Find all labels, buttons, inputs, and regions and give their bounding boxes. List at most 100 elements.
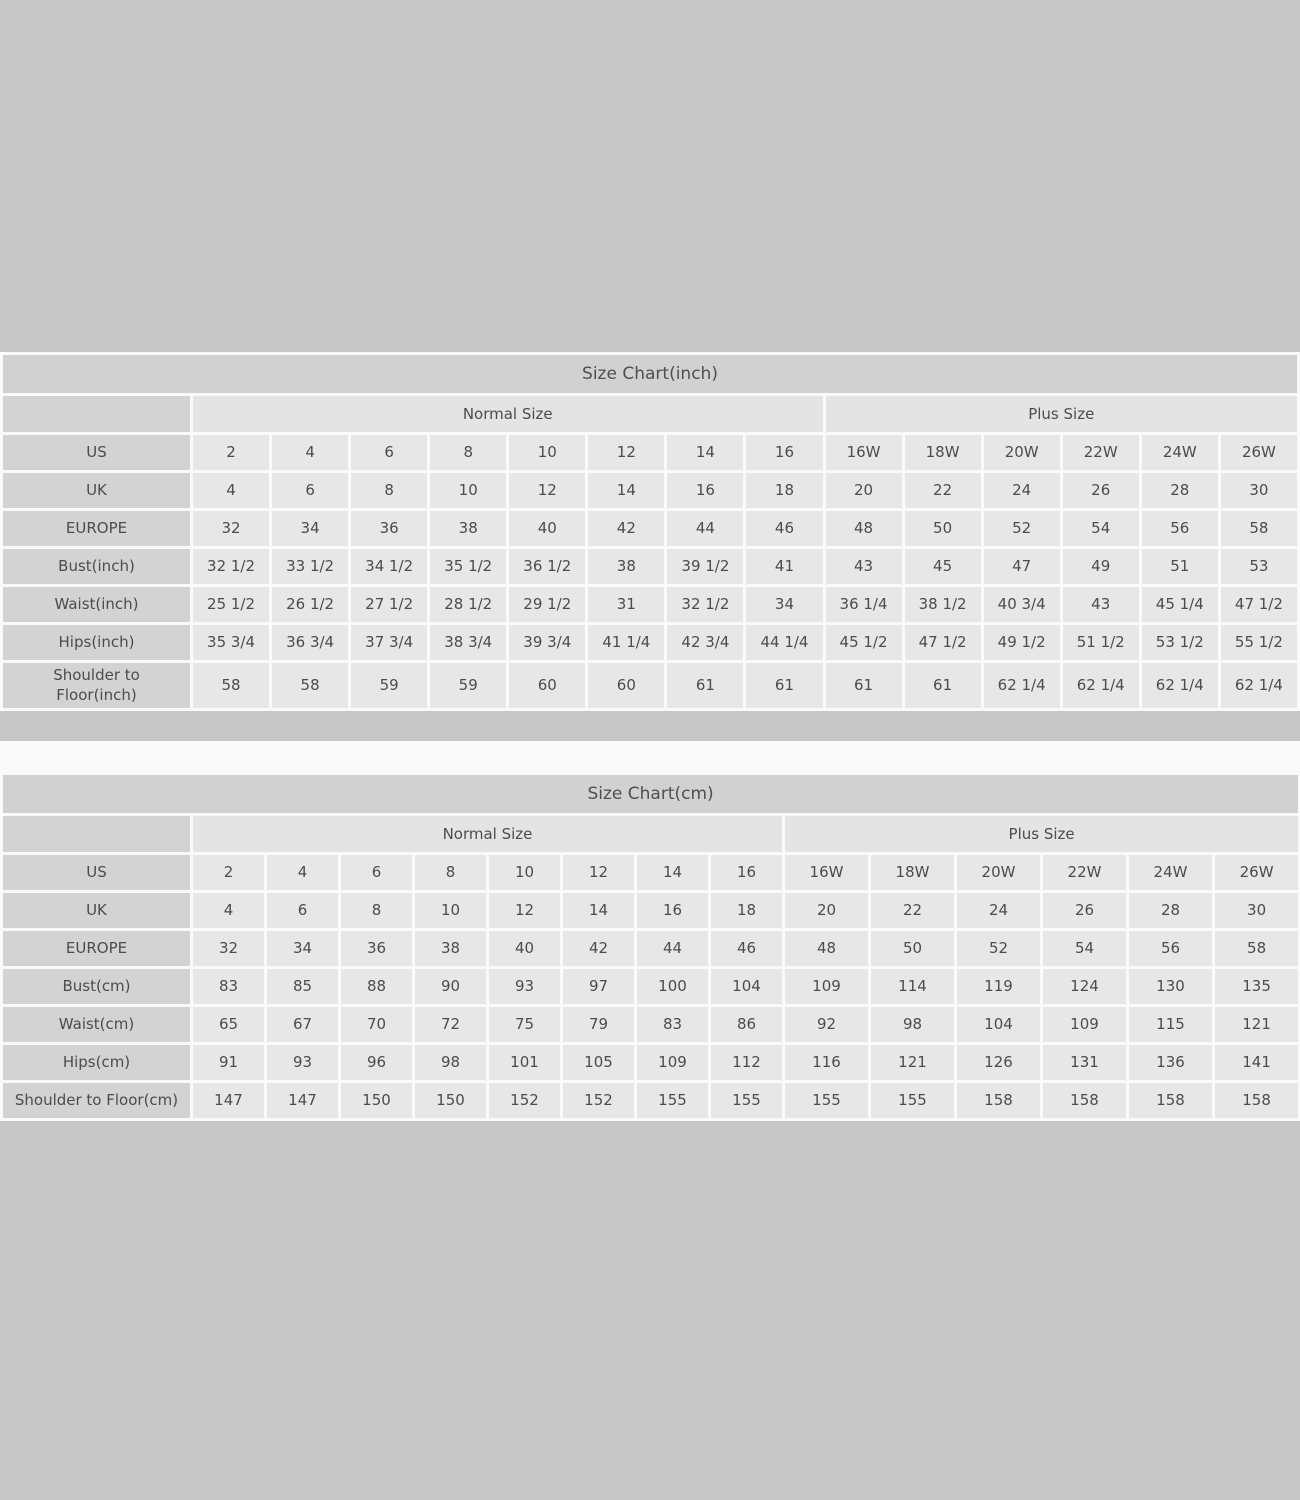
size-value-cell: 38 1/2 xyxy=(901,584,984,625)
size-value-cell: 36 3/4 xyxy=(269,622,352,663)
size-chart-cm-table: Size Chart(cm) Normal Size Plus Size US 2… xyxy=(0,772,1300,1121)
table-row: Bust(inch) 32 1/2 33 1/2 34 1/2 35 1/2 36 1/2… xyxy=(0,546,1300,587)
size-value-cell: 53 1/2 xyxy=(1138,622,1221,663)
size-value-cell: 20 xyxy=(782,890,871,931)
size-value-cell: 158 xyxy=(1211,1080,1300,1121)
size-value-cell: 16W xyxy=(782,852,871,893)
size-value-cell: 24 xyxy=(954,890,1043,931)
size-value-cell: 32 xyxy=(190,928,267,969)
size-value-cell: 55 1/2 xyxy=(1217,622,1300,663)
size-value-cell: 75 xyxy=(486,1004,563,1045)
size-value-cell: 14 xyxy=(560,890,637,931)
size-value-cell: 90 xyxy=(412,966,489,1007)
size-value-cell: 49 1/2 xyxy=(980,622,1063,663)
size-value-cell: 16 xyxy=(743,432,826,473)
row-label: UK xyxy=(0,470,193,511)
size-value-cell: 34 xyxy=(269,508,352,549)
size-value-cell: 61 xyxy=(822,660,905,711)
size-value-cell: 32 xyxy=(189,508,273,549)
row-label: Waist(cm) xyxy=(0,1004,193,1045)
size-value-cell: 72 xyxy=(412,1004,489,1045)
size-value-cell: 93 xyxy=(264,1042,341,1083)
size-value-cell: 44 xyxy=(664,508,747,549)
size-value-cell: 59 xyxy=(427,660,510,711)
size-value-cell: 62 1/4 xyxy=(1059,660,1142,711)
size-value-cell: 130 xyxy=(1126,966,1215,1007)
size-value-cell: 28 xyxy=(1138,470,1221,511)
size-value-cell: 52 xyxy=(980,508,1063,549)
size-value-cell: 27 1/2 xyxy=(348,584,431,625)
table-row: UK 4 6 8 10 12 14 16 18 20 22 24 26 28 30 xyxy=(0,890,1300,931)
size-value-cell: 36 xyxy=(338,928,415,969)
size-value-cell: 58 xyxy=(1211,928,1300,969)
corner-cell xyxy=(0,813,193,855)
table-row: Waist(inch) 25 1/2 26 1/2 27 1/2 28 1/2 29 1/… xyxy=(0,584,1300,625)
size-value-cell: 60 xyxy=(506,660,589,711)
size-value-cell: 22 xyxy=(868,890,957,931)
table-row: UK 4 6 8 10 12 14 16 18 20 22 24 26 28 30 xyxy=(0,470,1300,511)
size-value-cell: 58 xyxy=(1217,508,1300,549)
size-value-cell: 104 xyxy=(708,966,785,1007)
size-value-cell: 124 xyxy=(1040,966,1129,1007)
size-value-cell: 101 xyxy=(486,1042,563,1083)
size-value-cell: 61 xyxy=(664,660,747,711)
table-row: Shoulder to Floor(cm) 147 147 150 150 152 152 1… xyxy=(0,1080,1300,1121)
size-value-cell: 6 xyxy=(269,470,352,511)
size-value-cell: 58 xyxy=(189,660,273,711)
size-value-cell: 26 1/2 xyxy=(269,584,352,625)
size-value-cell: 150 xyxy=(412,1080,489,1121)
size-value-cell: 98 xyxy=(868,1004,957,1045)
size-value-cell: 50 xyxy=(868,928,957,969)
size-value-cell: 109 xyxy=(1040,1004,1129,1045)
size-value-cell: 114 xyxy=(868,966,957,1007)
row-label: US xyxy=(0,852,193,893)
table-row: EUROPE 32 34 36 38 40 42 44 46 48 50 52 54 56 58 xyxy=(0,508,1300,549)
size-value-cell: 6 xyxy=(348,432,431,473)
size-value-cell: 51 xyxy=(1138,546,1221,587)
table-row: EUROPE 32 34 36 38 40 42 44 46 48 50 52 54 56 58 xyxy=(0,928,1300,969)
size-value-cell: 48 xyxy=(782,928,871,969)
size-value-cell: 33 1/2 xyxy=(269,546,352,587)
size-value-cell: 126 xyxy=(954,1042,1043,1083)
row-label: US xyxy=(0,432,193,473)
size-value-cell: 8 xyxy=(427,432,510,473)
size-value-cell: 22 xyxy=(901,470,984,511)
size-value-cell: 40 xyxy=(506,508,589,549)
title-row: Size Chart(cm) xyxy=(0,772,1300,816)
size-value-cell: 62 1/4 xyxy=(980,660,1063,711)
size-value-cell: 47 xyxy=(980,546,1063,587)
size-value-cell: 22W xyxy=(1059,432,1142,473)
size-value-cell: 158 xyxy=(1126,1080,1215,1121)
size-value-cell: 10 xyxy=(486,852,563,893)
size-value-cell: 35 3/4 xyxy=(189,622,273,663)
size-value-cell: 147 xyxy=(190,1080,267,1121)
size-value-cell: 104 xyxy=(954,1004,1043,1045)
size-value-cell: 105 xyxy=(560,1042,637,1083)
size-value-cell: 10 xyxy=(412,890,489,931)
size-value-cell: 34 xyxy=(743,584,826,625)
size-value-cell: 121 xyxy=(868,1042,957,1083)
size-value-cell: 38 xyxy=(412,928,489,969)
size-value-cell: 29 1/2 xyxy=(506,584,589,625)
size-value-cell: 79 xyxy=(560,1004,637,1045)
size-value-cell: 37 3/4 xyxy=(348,622,431,663)
size-value-cell: 83 xyxy=(634,1004,711,1045)
size-value-cell: 42 xyxy=(585,508,668,549)
size-value-cell: 150 xyxy=(338,1080,415,1121)
size-value-cell: 119 xyxy=(954,966,1043,1007)
size-value-cell: 31 xyxy=(585,584,668,625)
size-value-cell: 36 xyxy=(348,508,431,549)
table-row: Hips(cm) 91 93 96 98 101 105 109 112 116 121 126 131… xyxy=(0,1042,1300,1083)
group-header-row: Normal Size Plus Size xyxy=(0,813,1300,855)
normal-size-header: Normal Size xyxy=(190,813,785,855)
size-value-cell: 16 xyxy=(664,470,747,511)
size-value-cell: 136 xyxy=(1126,1042,1215,1083)
size-value-cell: 152 xyxy=(560,1080,637,1121)
size-value-cell: 147 xyxy=(264,1080,341,1121)
size-value-cell: 61 xyxy=(743,660,826,711)
size-value-cell: 91 xyxy=(190,1042,267,1083)
size-value-cell: 54 xyxy=(1040,928,1129,969)
size-value-cell: 47 1/2 xyxy=(1217,584,1300,625)
size-value-cell: 36 1/4 xyxy=(822,584,905,625)
